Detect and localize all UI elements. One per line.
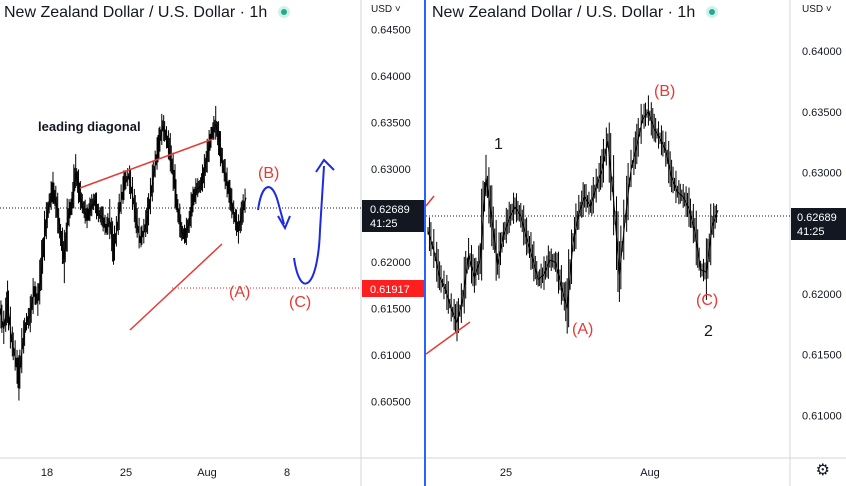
left-y-tick-7: 0.61000 [371,350,411,362]
chart-panel-right[interactable]: 0.640000.635000.630000.625000.620000.615… [424,0,846,486]
gear-icon[interactable]: ⚙ [815,462,830,479]
left-y-tick-5: 0.62000 [371,257,411,269]
diagonal-lower-line [129,243,223,331]
wave-b-label: (B) [654,83,675,100]
right-y-tick-6: 0.61000 [802,410,842,422]
right-x-tick-0: 25 [500,467,512,479]
left-x-tick-2: Aug [197,467,217,479]
trendline-upper-stub [426,195,435,207]
wave-c-label: (C) [696,292,718,309]
leading-diagonal-label: leading diagonal [38,119,141,134]
right-price-line [427,110,719,325]
currency-selector[interactable]: USD ˅ [802,4,832,15]
last-price-tag [362,200,424,232]
right-y-tick-0: 0.64000 [802,46,842,58]
left-x-tick-3: 8 [284,467,290,479]
left-y-tick-3: 0.63000 [371,164,411,176]
chart-title-right: New Zealand Dollar / U.S. Dollar · 1h [432,4,718,22]
wave-b-label: (B) [258,165,279,182]
left-y-tick-8: 0.60500 [371,396,411,408]
last-price-label: 0.62689 [370,204,410,216]
countdown-label: 41:25 [370,218,398,230]
chart-panel-left[interactable]: 0.645000.640000.635000.630000.625000.620… [0,0,424,486]
left-y-tick-6: 0.61500 [371,303,411,315]
projection-arrowhead-c [315,158,335,173]
projection-arrow-c [293,165,325,285]
projection-arrow-b [257,186,285,225]
currency-selector[interactable]: USD ˅ [371,4,401,15]
wave-a-label: (A) [572,321,593,338]
green-dot-icon [277,6,290,18]
left-x-tick-0: 18 [41,467,53,479]
right-y-tick-2: 0.63000 [802,168,842,180]
right-x-tick-1: Aug [640,467,660,479]
symbol-title: New Zealand Dollar / U.S. Dollar · 1h [432,4,696,21]
last-price-label: 0.62689 [797,212,837,224]
green-dot-icon [705,6,718,18]
last-price-tag [791,208,846,240]
symbol-title: New Zealand Dollar / U.S. Dollar · 1h [4,4,268,21]
chevron-down-icon: ˅ [823,4,832,15]
left-price-line [0,122,247,381]
level-price-tag [362,280,424,297]
chart-title-left: New Zealand Dollar / U.S. Dollar · 1h [4,4,290,22]
countdown-label: 41:25 [797,226,825,238]
currency-label: USD [802,4,824,15]
wave-c-label: (C) [289,294,311,311]
chevron-down-icon: ˅ [392,4,401,15]
right-y-tick-1: 0.63500 [802,107,842,119]
right-y-tick-4: 0.62000 [802,289,842,301]
left-x-tick-1: 25 [120,467,132,479]
wave-2-label: 2 [704,323,713,340]
projection-arrowhead-b [277,215,291,231]
right-y-tick-5: 0.61500 [802,350,842,362]
wave-1-label: 1 [494,136,503,153]
left-y-tick-2: 0.63500 [371,117,411,129]
currency-label: USD [371,4,393,15]
diagonal-upper-line [79,138,214,189]
wave-a-label: (A) [229,284,250,301]
trendline-lower [426,321,471,355]
chart-left-svg[interactable]: 0.645000.640000.635000.630000.625000.620… [0,0,424,486]
left-y-tick-0: 0.64500 [371,24,411,36]
level-price-label: 0.61917 [370,284,410,296]
chart-right-svg[interactable]: 0.640000.635000.630000.625000.620000.615… [426,0,846,486]
left-y-tick-1: 0.64000 [371,71,411,83]
